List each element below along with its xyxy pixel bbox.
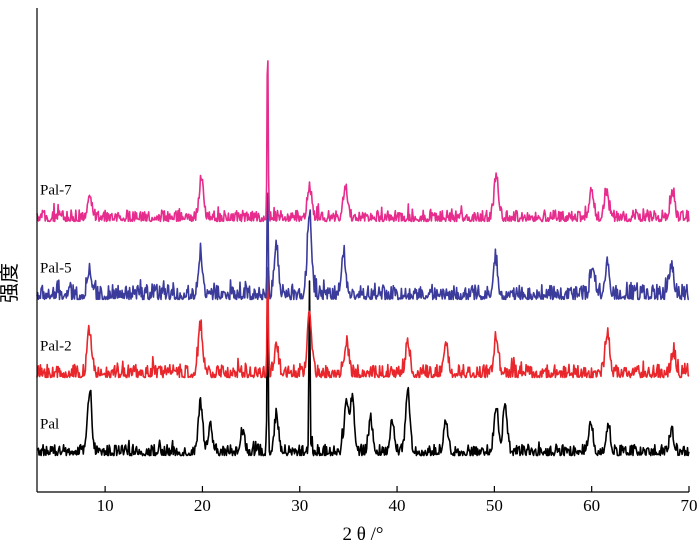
x-tick-label: 70 — [681, 496, 698, 515]
series-label-pal: Pal — [40, 417, 59, 433]
series-line-pal-2 — [36, 266, 690, 379]
plot-area — [36, 60, 690, 457]
y-axis-title: 强度 — [0, 263, 21, 303]
series-line-pal-5 — [36, 192, 690, 301]
axes — [36, 8, 689, 493]
series-label-pal-2: Pal-2 — [40, 339, 72, 355]
series-line-pal — [36, 280, 690, 457]
x-tick-label: 40 — [389, 496, 406, 515]
series-labels: Pal Pal-2 Pal-5 Pal-7 — [40, 182, 72, 432]
series-label-pal-7: Pal-7 — [40, 182, 72, 198]
x-tick-label: 10 — [97, 496, 114, 515]
series-line-pal-7 — [36, 60, 690, 223]
x-tick-label: 30 — [291, 496, 308, 515]
series-label-pal-5: Pal-5 — [40, 260, 72, 276]
x-tick-label: 50 — [486, 496, 503, 515]
x-tick-label: 20 — [194, 496, 211, 515]
x-tick-label: 60 — [583, 496, 600, 515]
x-ticks: 10 20 30 40 50 60 70 — [97, 486, 698, 515]
x-axis-title: 2 θ /° — [343, 524, 384, 545]
